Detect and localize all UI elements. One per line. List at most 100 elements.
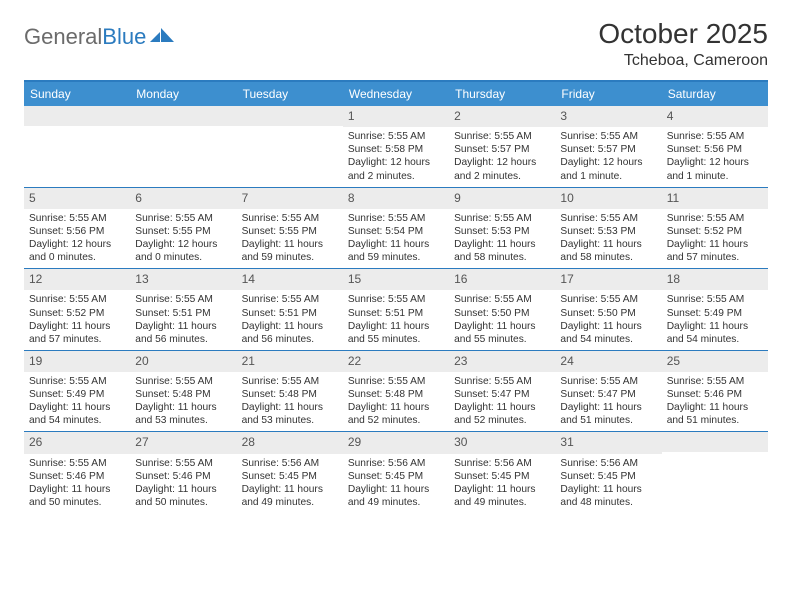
dow-cell: Wednesday [343,82,449,106]
day-cell: 4Sunrise: 5:55 AMSunset: 5:56 PMDaylight… [662,106,768,187]
title-block: October 2025 Tcheboa, Cameroon [598,18,768,70]
day-cell: 13Sunrise: 5:55 AMSunset: 5:51 PMDayligh… [130,269,236,350]
sunrise-text: Sunrise: 5:55 AM [454,130,550,143]
sunrise-text: Sunrise: 5:55 AM [242,212,338,225]
daylight-text: Daylight: 11 hours and 53 minutes. [242,401,338,427]
day-number: 23 [449,351,555,372]
sunset-text: Sunset: 5:50 PM [560,307,656,320]
day-cell: 29Sunrise: 5:56 AMSunset: 5:45 PMDayligh… [343,432,449,513]
day-number: 27 [130,432,236,453]
week-row: 19Sunrise: 5:55 AMSunset: 5:49 PMDayligh… [24,350,768,432]
daylight-text: Daylight: 12 hours and 0 minutes. [135,238,231,264]
day-cell [24,106,130,187]
day-cell: 27Sunrise: 5:55 AMSunset: 5:46 PMDayligh… [130,432,236,513]
day-body: Sunrise: 5:55 AMSunset: 5:48 PMDaylight:… [130,372,236,431]
day-body: Sunrise: 5:55 AMSunset: 5:47 PMDaylight:… [449,372,555,431]
daylight-text: Daylight: 11 hours and 56 minutes. [242,320,338,346]
day-cell [130,106,236,187]
daylight-text: Daylight: 11 hours and 52 minutes. [454,401,550,427]
day-cell: 25Sunrise: 5:55 AMSunset: 5:46 PMDayligh… [662,351,768,432]
day-number [237,106,343,126]
daylight-text: Daylight: 11 hours and 50 minutes. [135,483,231,509]
day-body: Sunrise: 5:55 AMSunset: 5:49 PMDaylight:… [24,372,130,431]
day-number: 12 [24,269,130,290]
day-number: 26 [24,432,130,453]
day-number: 21 [237,351,343,372]
sunset-text: Sunset: 5:57 PM [454,143,550,156]
day-number [130,106,236,126]
sunrise-text: Sunrise: 5:55 AM [29,457,125,470]
sunrise-text: Sunrise: 5:55 AM [667,375,763,388]
sunrise-text: Sunrise: 5:55 AM [348,375,444,388]
daylight-text: Daylight: 11 hours and 53 minutes. [135,401,231,427]
sunrise-text: Sunrise: 5:55 AM [348,293,444,306]
day-body: Sunrise: 5:55 AMSunset: 5:50 PMDaylight:… [449,290,555,349]
sunrise-text: Sunrise: 5:55 AM [135,457,231,470]
day-body: Sunrise: 5:55 AMSunset: 5:54 PMDaylight:… [343,209,449,268]
weeks-container: 1Sunrise: 5:55 AMSunset: 5:58 PMDaylight… [24,106,768,513]
daylight-text: Daylight: 11 hours and 54 minutes. [560,320,656,346]
day-number: 2 [449,106,555,127]
daylight-text: Daylight: 11 hours and 58 minutes. [454,238,550,264]
page-header: GeneralBlue October 2025 Tcheboa, Camero… [24,18,768,70]
day-body: Sunrise: 5:55 AMSunset: 5:56 PMDaylight:… [662,127,768,186]
sunrise-text: Sunrise: 5:55 AM [29,293,125,306]
day-number [662,432,768,452]
day-cell: 23Sunrise: 5:55 AMSunset: 5:47 PMDayligh… [449,351,555,432]
day-cell: 8Sunrise: 5:55 AMSunset: 5:54 PMDaylight… [343,188,449,269]
day-body: Sunrise: 5:56 AMSunset: 5:45 PMDaylight:… [237,454,343,513]
sunrise-text: Sunrise: 5:55 AM [135,375,231,388]
sunset-text: Sunset: 5:53 PM [454,225,550,238]
day-cell: 3Sunrise: 5:55 AMSunset: 5:57 PMDaylight… [555,106,661,187]
sunrise-text: Sunrise: 5:55 AM [560,375,656,388]
day-number: 1 [343,106,449,127]
sunset-text: Sunset: 5:55 PM [242,225,338,238]
sunrise-text: Sunrise: 5:55 AM [454,212,550,225]
day-cell: 11Sunrise: 5:55 AMSunset: 5:52 PMDayligh… [662,188,768,269]
day-cell: 7Sunrise: 5:55 AMSunset: 5:55 PMDaylight… [237,188,343,269]
daylight-text: Daylight: 12 hours and 0 minutes. [29,238,125,264]
sunrise-text: Sunrise: 5:55 AM [454,375,550,388]
day-number: 13 [130,269,236,290]
day-cell: 15Sunrise: 5:55 AMSunset: 5:51 PMDayligh… [343,269,449,350]
day-cell: 22Sunrise: 5:55 AMSunset: 5:48 PMDayligh… [343,351,449,432]
sunset-text: Sunset: 5:51 PM [135,307,231,320]
brand-logo: GeneralBlue [24,18,176,50]
day-cell: 20Sunrise: 5:55 AMSunset: 5:48 PMDayligh… [130,351,236,432]
day-cell: 28Sunrise: 5:56 AMSunset: 5:45 PMDayligh… [237,432,343,513]
day-body: Sunrise: 5:55 AMSunset: 5:46 PMDaylight:… [130,454,236,513]
day-body: Sunrise: 5:56 AMSunset: 5:45 PMDaylight:… [343,454,449,513]
day-body: Sunrise: 5:55 AMSunset: 5:48 PMDaylight:… [343,372,449,431]
sunset-text: Sunset: 5:45 PM [348,470,444,483]
day-number: 20 [130,351,236,372]
sunset-text: Sunset: 5:55 PM [135,225,231,238]
day-body: Sunrise: 5:55 AMSunset: 5:53 PMDaylight:… [449,209,555,268]
day-body: Sunrise: 5:55 AMSunset: 5:52 PMDaylight:… [662,209,768,268]
sunset-text: Sunset: 5:49 PM [667,307,763,320]
week-row: 5Sunrise: 5:55 AMSunset: 5:56 PMDaylight… [24,187,768,269]
sunset-text: Sunset: 5:48 PM [242,388,338,401]
sunset-text: Sunset: 5:57 PM [560,143,656,156]
sunset-text: Sunset: 5:45 PM [454,470,550,483]
daylight-text: Daylight: 11 hours and 57 minutes. [29,320,125,346]
dow-cell: Friday [555,82,661,106]
sunrise-text: Sunrise: 5:55 AM [135,212,231,225]
week-row: 12Sunrise: 5:55 AMSunset: 5:52 PMDayligh… [24,268,768,350]
day-number: 19 [24,351,130,372]
day-cell: 31Sunrise: 5:56 AMSunset: 5:45 PMDayligh… [555,432,661,513]
day-number: 11 [662,188,768,209]
sunset-text: Sunset: 5:47 PM [560,388,656,401]
daylight-text: Daylight: 11 hours and 59 minutes. [242,238,338,264]
day-cell: 6Sunrise: 5:55 AMSunset: 5:55 PMDaylight… [130,188,236,269]
sunset-text: Sunset: 5:49 PM [29,388,125,401]
sunrise-text: Sunrise: 5:56 AM [242,457,338,470]
daylight-text: Daylight: 11 hours and 49 minutes. [348,483,444,509]
sunrise-text: Sunrise: 5:55 AM [560,212,656,225]
day-cell: 24Sunrise: 5:55 AMSunset: 5:47 PMDayligh… [555,351,661,432]
day-of-week-header: SundayMondayTuesdayWednesdayThursdayFrid… [24,82,768,106]
sunrise-text: Sunrise: 5:56 AM [348,457,444,470]
daylight-text: Daylight: 12 hours and 2 minutes. [348,156,444,182]
daylight-text: Daylight: 11 hours and 51 minutes. [560,401,656,427]
day-body: Sunrise: 5:55 AMSunset: 5:52 PMDaylight:… [24,290,130,349]
day-body: Sunrise: 5:55 AMSunset: 5:48 PMDaylight:… [237,372,343,431]
